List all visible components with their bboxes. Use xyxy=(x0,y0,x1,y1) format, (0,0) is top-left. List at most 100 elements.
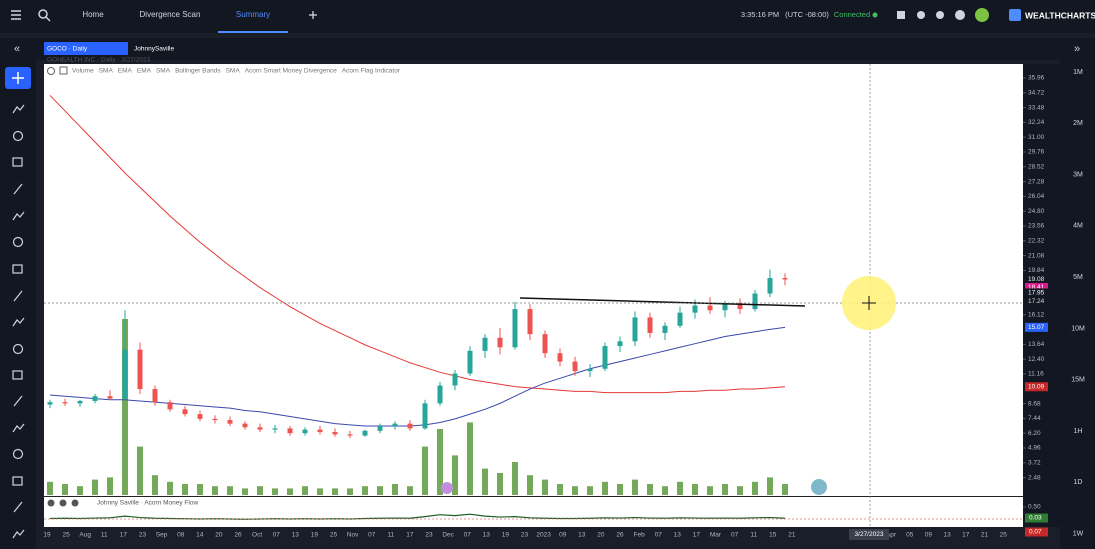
time-label: Oct xyxy=(252,532,262,539)
volume-bar xyxy=(137,446,143,495)
drawing-tools xyxy=(12,104,25,539)
candle-body xyxy=(182,409,188,415)
sma-line xyxy=(49,95,786,394)
save-icon[interactable] xyxy=(897,11,905,19)
brand-logo xyxy=(1009,9,1021,21)
price-tick-label: 28.52 xyxy=(1028,164,1045,171)
sub-legend-toggle[interactable] xyxy=(47,499,55,507)
chart-title: GOHEALTH INC · Daily · 3/27/2023 xyxy=(47,57,151,64)
legend-collapse[interactable] xyxy=(59,66,68,75)
sub-legend-hide[interactable] xyxy=(59,499,67,507)
help-icon[interactable] xyxy=(955,10,965,20)
menu-icon[interactable] xyxy=(11,10,21,20)
volume-bar xyxy=(377,486,383,495)
price-tick-label: 7.44 xyxy=(1028,415,1041,422)
time-label: 21 xyxy=(788,532,796,539)
timeframe[interactable]: 1M xyxy=(1073,69,1083,76)
time-label: 23 xyxy=(139,532,147,539)
scroll-latest[interactable] xyxy=(811,479,827,495)
price-marker xyxy=(1025,296,1048,306)
timeframe[interactable]: 3M xyxy=(1073,171,1083,178)
volume-bar xyxy=(92,479,98,495)
add-tab[interactable] xyxy=(309,11,317,19)
user-tab-label[interactable]: JohnnySaville xyxy=(134,46,174,53)
timeframe[interactable]: 1H xyxy=(1074,428,1083,435)
time-label: 26 xyxy=(234,532,242,539)
volume-bar xyxy=(527,475,533,495)
bell-icon[interactable] xyxy=(917,11,925,19)
tool-icon xyxy=(12,423,25,433)
time-label: 26 xyxy=(616,532,624,539)
price-marker xyxy=(1025,322,1048,332)
money-flow-line xyxy=(49,513,786,520)
timeframe[interactable]: 15M xyxy=(1071,377,1085,384)
timeframe[interactable]: 2M xyxy=(1073,120,1083,127)
settings-icon[interactable] xyxy=(936,11,944,19)
tool-icon xyxy=(13,501,23,513)
time-label: 14 xyxy=(196,532,204,539)
volume-bar xyxy=(62,484,68,495)
chart-tab-label[interactable]: GOCO · Daily xyxy=(47,46,88,53)
volume-bar xyxy=(182,484,188,495)
price-marker xyxy=(1025,288,1048,298)
time-label: 09 xyxy=(925,532,933,539)
time-label: 17 xyxy=(962,532,970,539)
candle-body xyxy=(407,423,413,429)
volume-bar xyxy=(542,479,548,495)
volume-bar xyxy=(362,486,368,495)
candle-body xyxy=(107,396,113,399)
nav-divergence-scan[interactable]: Divergence Scan xyxy=(140,10,201,19)
volume-bar xyxy=(572,486,578,495)
time-label: 23 xyxy=(521,532,529,539)
price-tick-label: 23.56 xyxy=(1028,223,1045,230)
price-tick-label: 26.04 xyxy=(1028,193,1045,200)
time-label: 07 xyxy=(368,532,376,539)
volume-bar xyxy=(692,484,698,495)
volume-bar xyxy=(632,479,638,495)
nav-summary[interactable]: Summary xyxy=(236,10,270,19)
tool-icon xyxy=(12,476,23,486)
price-tick-label: 35.96 xyxy=(1028,75,1045,82)
candle-body xyxy=(422,403,428,429)
timezone[interactable]: (UTC -08:00) xyxy=(785,10,829,19)
volume-bar xyxy=(152,475,158,495)
indicator-legend: Volume SMA EMA EMA SMA Bollinger Bands SMA Acor… xyxy=(72,68,401,75)
volume-bar xyxy=(587,486,593,495)
candle-body xyxy=(437,385,443,404)
sub-legend-settings[interactable] xyxy=(71,499,79,507)
price-marker-label: 10.09 xyxy=(1028,383,1045,390)
candle-body xyxy=(647,317,653,333)
tool-icon xyxy=(12,529,25,539)
search-icon[interactable] xyxy=(38,9,51,22)
candle-body xyxy=(737,303,743,310)
time-label: 19 xyxy=(43,532,51,539)
idea-icon[interactable] xyxy=(975,8,989,22)
candle-body xyxy=(632,317,638,342)
event-marker[interactable] xyxy=(441,482,453,494)
price-tick-label: 16.12 xyxy=(1028,312,1045,319)
time-label: Sep xyxy=(156,532,168,539)
time-label: 17 xyxy=(406,532,414,539)
candle-body xyxy=(692,305,698,313)
volume-bar xyxy=(212,486,218,495)
price-tick-label: 19.84 xyxy=(1028,267,1045,274)
candle-body xyxy=(242,423,248,428)
collapse-right[interactable]: » xyxy=(1074,43,1080,55)
timeframe[interactable]: 10M xyxy=(1071,325,1085,332)
legend-toggle[interactable] xyxy=(47,67,55,75)
timeframe[interactable]: 1W xyxy=(1073,531,1084,538)
nav-home[interactable]: Home xyxy=(82,10,104,19)
timeframe[interactable]: 5M xyxy=(1073,274,1083,281)
candle-body xyxy=(542,334,548,354)
price-marker-label: 17.95 xyxy=(1028,290,1045,297)
candle-body xyxy=(257,427,263,430)
collapse-left[interactable]: « xyxy=(14,43,20,55)
timeframe[interactable]: 4M xyxy=(1073,223,1083,230)
time-label: 23 xyxy=(425,532,433,539)
price-tick-label: 27.28 xyxy=(1028,178,1045,185)
timeframe[interactable]: 1D xyxy=(1074,479,1083,486)
active-chart-tab[interactable] xyxy=(44,42,128,55)
time-label: 11 xyxy=(101,532,108,539)
